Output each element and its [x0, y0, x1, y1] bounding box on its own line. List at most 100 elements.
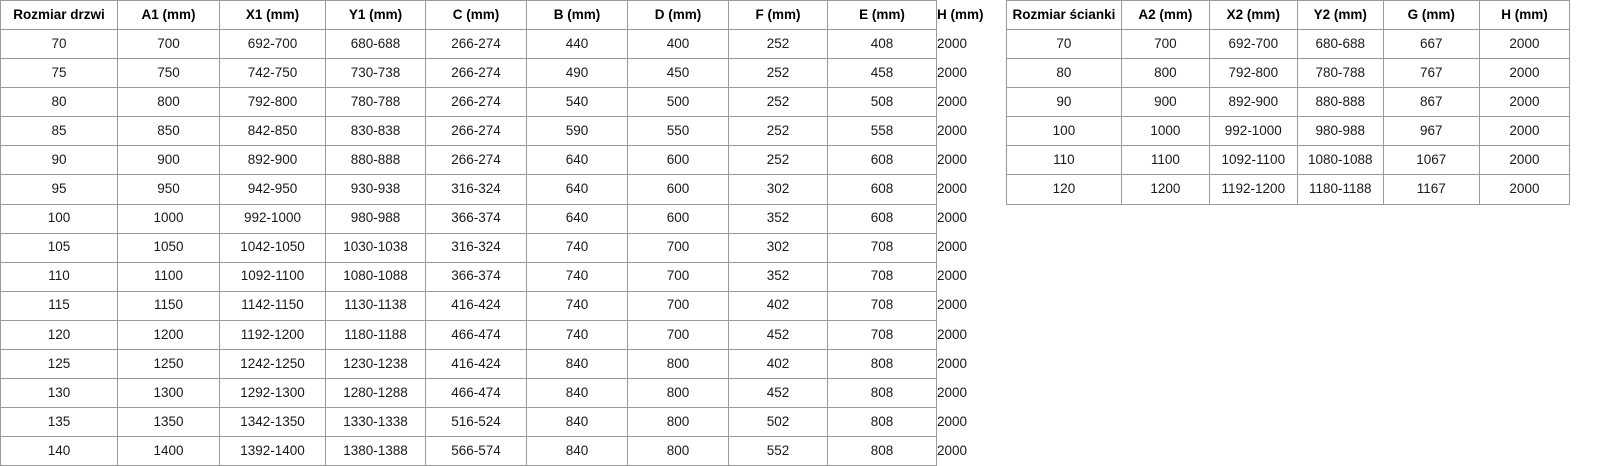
table-cell: 792-800 [1208, 58, 1298, 89]
table-cell: 808 [827, 378, 937, 409]
table-cell: 1142-1150 [219, 290, 326, 321]
table-cell: 2000 [1478, 87, 1571, 118]
table-cell: 930-938 [325, 174, 426, 205]
table-cell: 440 [526, 28, 628, 60]
table-cell: 1230-1238 [325, 349, 426, 380]
wall-column-header: X2 (mm) [1208, 0, 1298, 30]
table-row: 80 800 792-800 780-788 767 2000 [1006, 58, 1571, 89]
table-cell: 892-900 [1208, 87, 1298, 118]
table-cell: 1092-1100 [219, 261, 326, 292]
table-cell: 640 [526, 174, 628, 205]
table-cell: 1380-1388 [325, 436, 426, 466]
table-cell: 2000 [1478, 145, 1571, 176]
wall-column-header: A2 (mm) [1120, 0, 1210, 30]
table-cell: 466-474 [425, 319, 527, 351]
table-cell: 840 [526, 378, 628, 409]
table-cell: 316-324 [425, 174, 527, 205]
table-cell: 600 [627, 174, 729, 205]
table-cell: 708 [827, 232, 937, 263]
table-cell: 416-424 [425, 290, 527, 321]
table-cell: 850 [117, 116, 220, 147]
table-cell: 740 [526, 261, 628, 292]
table-cell: 740 [526, 290, 628, 321]
table-row: 110 1100 1092-1100 1080-1088 1067 2000 [1006, 145, 1571, 176]
table-cell: 680-688 [325, 28, 426, 60]
table-cell: 840 [526, 407, 628, 438]
table-cell: 502 [728, 407, 828, 438]
table-cell: 900 [117, 145, 220, 176]
table-row: 85 850 842-850 830-838 266-274 590 550 252 558 20… [0, 116, 967, 147]
table-cell: 266-274 [425, 116, 527, 147]
table-row: 100 1000 992-1000 980-988 366-374 640 600 352 60… [0, 203, 967, 234]
table-cell: 1280-1288 [325, 378, 426, 409]
table-cell: 608 [827, 203, 937, 234]
table-cell: 1050 [117, 232, 220, 263]
table-cell: 880-888 [1296, 87, 1384, 118]
table-cell: 352 [728, 203, 828, 234]
table-cell: 830-838 [325, 116, 426, 147]
table-cell: 992-1000 [219, 203, 326, 234]
table-cell: 1042-1050 [219, 232, 326, 263]
table-cell: 640 [526, 203, 628, 234]
table-header-row: Rozmiar ścianki A2 (mm) X2 (mm) Y2 (mm) G (m… [1006, 0, 1571, 30]
table-cell: 508 [827, 87, 937, 118]
table-cell: 1000 [1120, 116, 1210, 147]
table-cell: 125 [0, 349, 118, 380]
table-cell: 740 [526, 232, 628, 263]
table-cell: 252 [728, 145, 828, 176]
table-cell: 840 [526, 349, 628, 380]
table-cell: 115 [0, 290, 118, 321]
door-table-header: Rozmiar drzwi A1 (mm) X1 (mm) Y1 (mm) C (mm)… [0, 0, 984, 30]
table-row: 70 700 692-700 680-688 266-274 440 400 252 408 20… [0, 28, 967, 60]
table-cell: 266-274 [425, 87, 527, 118]
table-cell: 70 [0, 28, 118, 60]
table-cell: 1100 [117, 261, 220, 292]
table-cell: 552 [728, 436, 828, 466]
table-cell: 942-950 [219, 174, 326, 205]
table-cell: 120 [0, 319, 118, 351]
wall-column-header: Rozmiar ścianki [1006, 0, 1122, 30]
table-row: 120 1200 1192-1200 1180-1188 466-474 740 700 45… [0, 319, 967, 351]
table-cell: 540 [526, 87, 628, 118]
table-cell: 316-324 [425, 232, 527, 263]
table-cell: 366-374 [425, 203, 527, 234]
table-row: 75 750 742-750 730-738 266-274 490 450 252 458 20… [0, 58, 967, 89]
table-cell: 95 [0, 174, 118, 205]
table-cell: 458 [827, 58, 937, 89]
table-cell: 700 [1120, 28, 1210, 60]
table-cell: 90 [0, 145, 118, 176]
table-cell: 780-788 [1296, 58, 1384, 89]
table-cell: 967 [1382, 116, 1480, 147]
door-column-header: F (mm) [728, 0, 828, 30]
table-cell: 992-1000 [1208, 116, 1298, 147]
table-cell: 252 [728, 28, 828, 60]
table-cell: 75 [0, 58, 118, 89]
table-cell: 1130-1138 [325, 290, 426, 321]
table-cell: 700 [627, 232, 729, 263]
wall-column-header: Y2 (mm) [1296, 0, 1384, 30]
table-cell: 730-738 [325, 58, 426, 89]
table-cell: 252 [728, 58, 828, 89]
table-cell: 2000 [1478, 58, 1571, 89]
table-cell: 842-850 [219, 116, 326, 147]
table-cell: 1200 [117, 319, 220, 351]
table-cell: 490 [526, 58, 628, 89]
table-row: 90 900 892-900 880-888 266-274 640 600 252 608 20… [0, 145, 967, 176]
table-cell: 767 [1382, 58, 1480, 89]
table-cell: 800 [627, 436, 729, 466]
table-cell: 566-574 [425, 436, 527, 466]
table-cell: 900 [1120, 87, 1210, 118]
table-cell: 366-374 [425, 261, 527, 292]
door-column-header: Rozmiar drzwi [0, 0, 118, 30]
table-row: 95 950 942-950 930-938 316-324 640 600 302 608 20… [0, 174, 967, 205]
table-cell: 590 [526, 116, 628, 147]
table-row: 130 1300 1292-1300 1280-1288 466-474 840 800 45… [0, 378, 967, 409]
table-cell: 110 [0, 261, 118, 292]
table-cell: 400 [627, 28, 729, 60]
table-row: 115 1150 1142-1150 1130-1138 416-424 740 700 40… [0, 290, 967, 321]
table-cell: 867 [1382, 87, 1480, 118]
table-cell: 466-474 [425, 378, 527, 409]
table-cell: 640 [526, 145, 628, 176]
table-cell: 608 [827, 174, 937, 205]
table-cell: 1100 [1120, 145, 1210, 176]
